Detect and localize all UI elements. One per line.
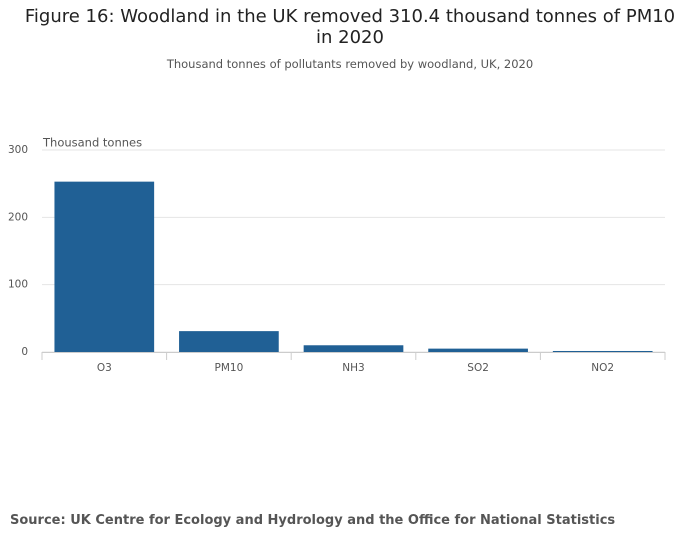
bar: [54, 181, 155, 352]
bar: [179, 331, 279, 352]
bar: [303, 345, 404, 352]
y-axis-label: Thousand tonnes: [42, 136, 142, 150]
x-tick-label: NO2: [591, 362, 614, 374]
x-tick-label: O3: [97, 362, 112, 374]
y-tick-label: 300: [8, 144, 28, 156]
chart-subtitle: Thousand tonnes of pollutants removed by…: [166, 57, 534, 71]
y-tick-label: 0: [21, 346, 28, 358]
bar: [428, 348, 528, 352]
y-tick-label: 200: [8, 211, 28, 223]
x-tick-label: NH3: [342, 362, 364, 374]
bar: [552, 350, 653, 352]
y-tick-label: 100: [8, 279, 28, 291]
source: Source: UK Centre for Ecology and Hydrol…: [10, 513, 616, 528]
x-tick-label: SO2: [467, 362, 489, 374]
x-tick-label: PM10: [215, 362, 244, 374]
chart-title: Figure 16: Woodland in the UK removed 31…: [24, 6, 676, 48]
